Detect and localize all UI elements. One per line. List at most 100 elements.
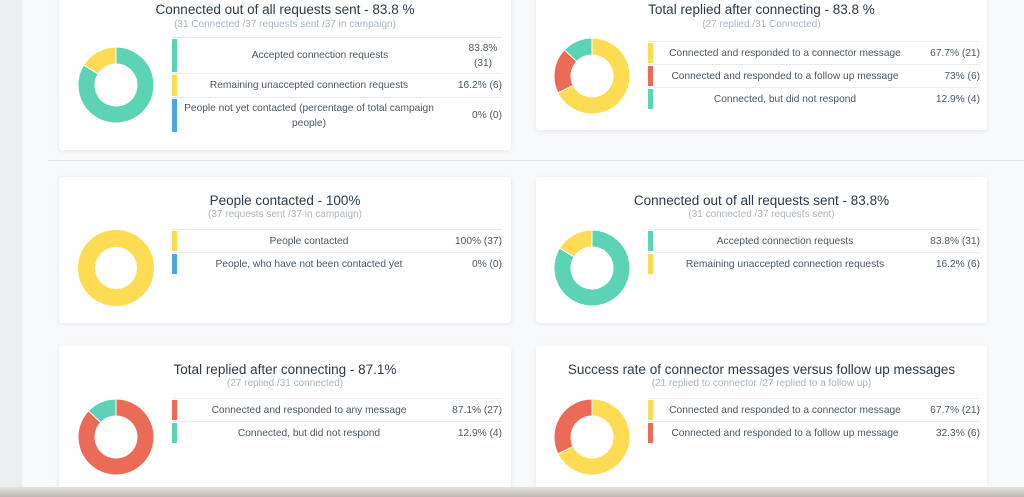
legend-label: Connected and responded to a connector m…: [669, 404, 901, 416]
legend-swatch: [172, 39, 177, 72]
legend-row: Accepted connection requests 83.8% (31): [172, 37, 502, 73]
legend-label: Accepted connection requests: [251, 50, 389, 61]
legend-label: Remaining unaccepted connection requests: [209, 80, 409, 91]
legend-swatch: [172, 231, 177, 251]
legend-row: Remaining unaccepted connection requests…: [648, 252, 980, 275]
legend-row: People not yet contacted (percentage of …: [172, 97, 502, 133]
legend-row: Connected, but did not respond 12.9% (4): [172, 421, 502, 444]
legend-table: People contacted 100% (37) People, who h…: [172, 229, 502, 275]
card-total-replied-after-connecting: Total replied after connecting - 83.8 % …: [536, 0, 987, 130]
legend-swatch: [172, 99, 177, 132]
legend-swatch: [648, 254, 653, 274]
legend-value: 83.8% (31): [930, 235, 980, 247]
card-title: Total replied after connecting - 87.1%: [173, 362, 397, 377]
card-success-rate-connector-vs-followup: Success rate of connector messages versu…: [536, 346, 987, 494]
legend-row: People contacted 100% (37): [172, 229, 502, 252]
card-subtitle: (37 requests sent /37 in campaign): [208, 209, 362, 220]
legend-row: Connected and responded to a connector m…: [648, 41, 980, 64]
legend-value: 0% (0): [471, 110, 502, 121]
donut-chart: [553, 398, 631, 476]
legend-row: Accepted connection requests 83.8% (31): [648, 229, 980, 252]
legend-value: 67.7% (21): [930, 404, 980, 416]
donut-chart: [77, 398, 155, 476]
donut-slice: [77, 46, 155, 124]
legend-value: 67.7% (21): [930, 47, 980, 59]
legend-swatch: [172, 423, 177, 443]
card-connected-requests-sent: Connected out of all requests sent - 83.…: [59, 0, 511, 150]
card-title: Connected out of all requests sent - 83.…: [155, 2, 415, 17]
legend-row: Connected and responded to a follow up m…: [648, 421, 980, 444]
legend-row: Connected and responded to a connector m…: [648, 398, 980, 421]
legend-value: 83.8% (31): [468, 42, 498, 69]
legend-label: Connected, but did not respond: [237, 427, 381, 439]
legend-label: People not yet contacted (percentage of …: [184, 102, 434, 129]
legend-label: Accepted connection requests: [716, 235, 854, 247]
legend-swatch: [648, 43, 653, 63]
legend-value: 0% (0): [471, 258, 502, 270]
legend-row: People, who have not been contacted yet …: [172, 252, 502, 275]
card-title: People contacted - 100%: [209, 193, 361, 208]
legend-value: 12.9% (4): [935, 93, 980, 105]
donut-chart: [78, 230, 154, 306]
donut-slice: [563, 37, 593, 63]
legend-label: People contacted: [269, 235, 349, 247]
legend-swatch: [648, 66, 653, 86]
donut-chart: [77, 46, 155, 124]
legend-label: Connected, but did not respond: [713, 93, 857, 105]
legend-row: Remaining unaccepted connection requests…: [172, 73, 502, 97]
donut-slice: [557, 398, 631, 476]
donut-slice: [553, 229, 631, 307]
legend-value: 16.2% (6): [935, 258, 980, 270]
legend-label: Connected and responded to a connector m…: [669, 47, 901, 59]
legend-value: 16.2% (6): [457, 80, 502, 91]
donut-slice: [82, 46, 117, 75]
legend-swatch: [172, 400, 177, 420]
legend-row: Connected, but did not respond 12.9% (4): [648, 87, 980, 110]
legend-label: Remaining unaccepted connection requests: [685, 258, 885, 270]
legend-table: Connected and responded to a connector m…: [648, 41, 980, 110]
legend-value: 100% (37): [454, 235, 502, 247]
legend-label: Connected and responded to a follow up m…: [671, 427, 899, 439]
legend-table: Accepted connection requests 83.8% (31) …: [172, 37, 502, 133]
donut-slice: [558, 229, 593, 258]
legend-swatch: [648, 89, 653, 109]
card-connected-requests-sent-2: Connected out of all requests sent - 83.…: [536, 177, 987, 323]
legend-label: Connected and responded to a follow up m…: [671, 70, 899, 82]
card-people-contacted: People contacted - 100% (37 requests sen…: [59, 177, 511, 323]
card-subtitle: (31 Connected /37 requests sent /37 in c…: [174, 19, 396, 30]
donut-slice: [78, 230, 154, 306]
legend-swatch: [648, 400, 653, 420]
legend-swatch: [648, 423, 653, 443]
card-title: Total replied after connecting - 83.8 %: [648, 2, 875, 17]
legend-label: Connected and responded to any message: [211, 404, 407, 416]
legend-row: Connected and responded to any message 8…: [172, 398, 502, 421]
legend-label: People, who have not been contacted yet: [215, 258, 403, 270]
legend-row: Connected and responded to a follow up m…: [648, 64, 980, 87]
legend-table: Accepted connection requests 83.8% (31) …: [648, 229, 980, 275]
donut-slice: [557, 37, 631, 115]
donut-slice: [553, 398, 593, 455]
card-total-replied-after-connecting-2: Total replied after connecting - 87.1% (…: [59, 346, 511, 494]
legend-table: Connected and responded to any message 8…: [172, 398, 502, 444]
legend-swatch: [172, 75, 177, 96]
legend-value: 12.9% (4): [457, 427, 502, 439]
legend-table: Connected and responded to a connector m…: [648, 398, 980, 444]
donut-slice: [87, 398, 117, 424]
card-subtitle: (27 replied /31 Connected): [702, 19, 821, 30]
donut-chart: [553, 229, 631, 307]
legend-swatch: [172, 254, 177, 274]
legend-swatch: [648, 231, 653, 251]
card-title: Success rate of connector messages versu…: [567, 362, 956, 377]
card-subtitle: (21 replied to connector /27 replied to …: [651, 378, 872, 389]
donut-chart: [553, 37, 631, 115]
left-panel: [0, 0, 22, 497]
section-divider: [48, 160, 1024, 161]
card-subtitle: (27 replied /31 connected): [226, 378, 344, 389]
legend-value: 73% (6): [944, 70, 980, 82]
card-subtitle: (31 connected /37 requests sent): [688, 209, 835, 220]
legend-value: 87.1% (27): [452, 404, 502, 416]
legend-value: 32.3% (6): [935, 427, 980, 439]
bottom-edge: [0, 487, 1024, 497]
card-title: Connected out of all requests sent - 83.…: [633, 193, 890, 208]
donut-slice: [77, 398, 155, 476]
